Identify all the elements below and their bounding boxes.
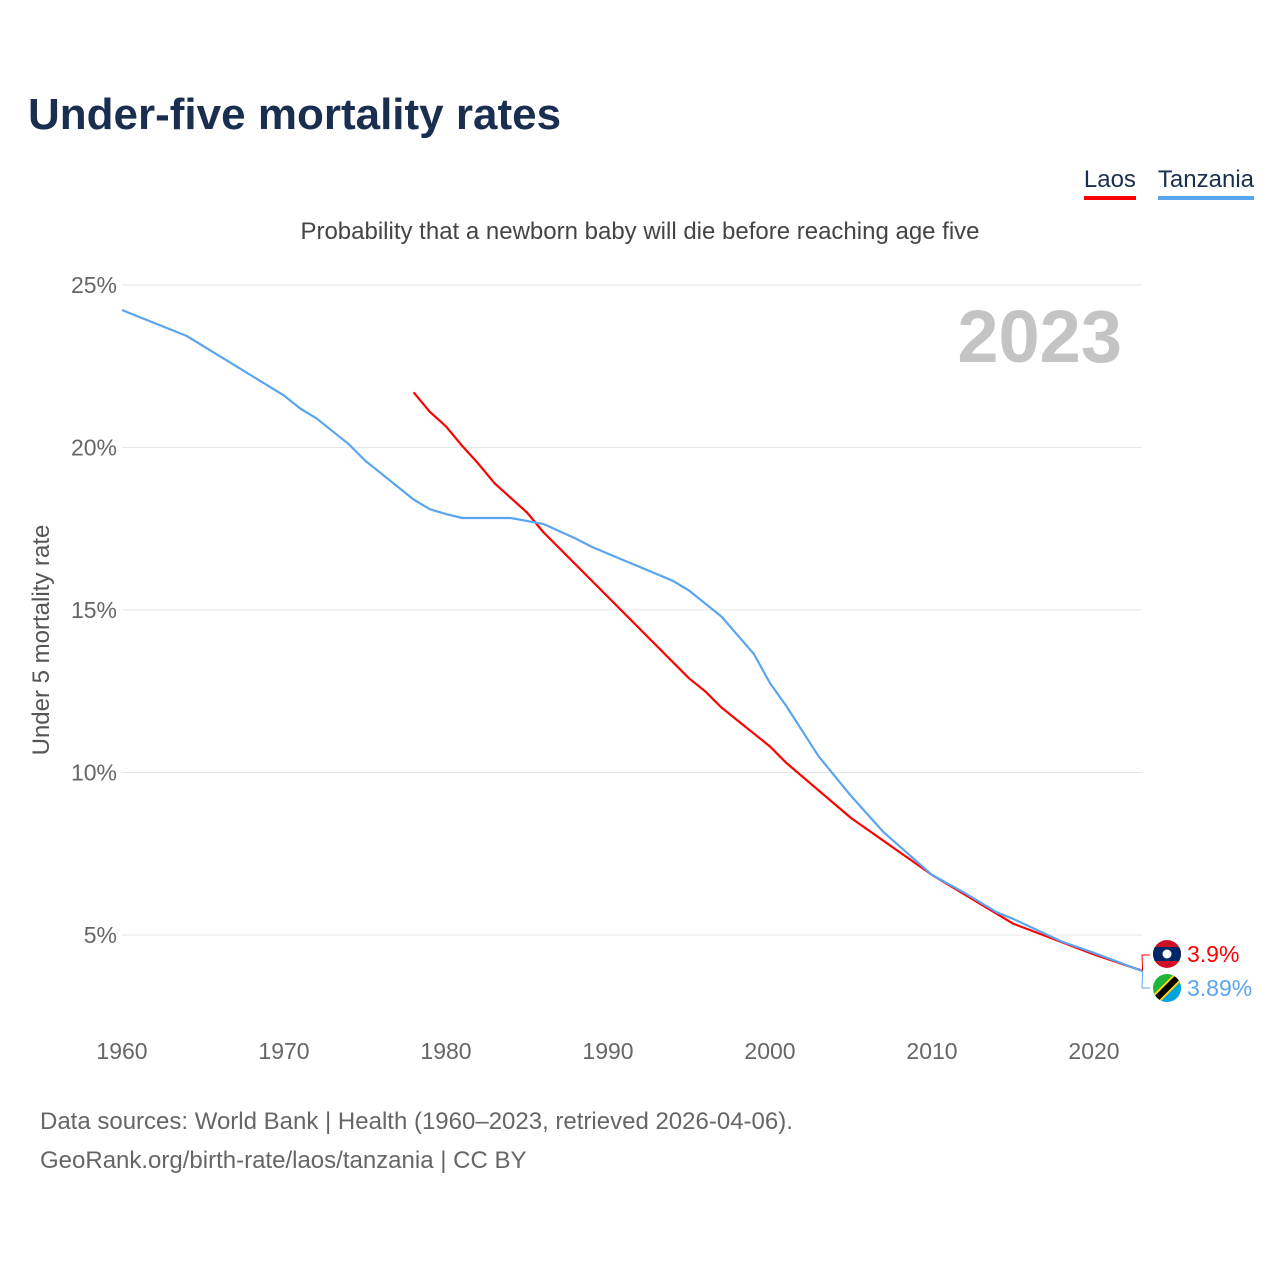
end-label-tanzania: 3.89%	[1187, 975, 1252, 1001]
connector-tanzania	[1141, 971, 1150, 989]
legend-item-laos[interactable]: Laos	[1083, 166, 1136, 200]
x-tick-label: 1960	[96, 1038, 147, 1064]
x-tick-label: 1990	[582, 1038, 633, 1064]
source-line-2[interactable]: GeoRank.org/birth-rate/laos/tanzania | C…	[40, 1147, 527, 1174]
y-tick-label: 10%	[71, 760, 117, 786]
x-tick-label: 1970	[258, 1038, 309, 1064]
legend-item-tanzania[interactable]: Tanzania	[1157, 166, 1254, 200]
laos-flag-icon	[1153, 940, 1181, 968]
tanzania-flag-icon	[1153, 974, 1181, 1002]
y-tick-label: 25%	[71, 272, 117, 298]
legend: Laos Tanzania	[1083, 166, 1254, 200]
end-label-laos: 3.9%	[1187, 941, 1239, 967]
year-label: 2023	[957, 295, 1122, 378]
x-tick-label: 2000	[744, 1038, 795, 1064]
y-tick-label: 5%	[84, 922, 117, 948]
x-tick-label: 2020	[1068, 1038, 1119, 1064]
series-line-laos	[412, 391, 1143, 972]
y-tick-label: 15%	[71, 597, 117, 623]
series-line-tanzania	[121, 308, 1143, 973]
chart-title: Under-five mortality rates	[28, 90, 562, 139]
y-tick-label: 20%	[71, 435, 117, 461]
x-tick-label: 2010	[906, 1038, 957, 1064]
connector-laos	[1141, 954, 1150, 971]
x-tick-label: 1980	[420, 1038, 471, 1064]
source-line-1: Data sources: World Bank | Health (1960–…	[40, 1108, 793, 1135]
chart-subtitle: Probability that a newborn baby will die…	[300, 218, 980, 245]
